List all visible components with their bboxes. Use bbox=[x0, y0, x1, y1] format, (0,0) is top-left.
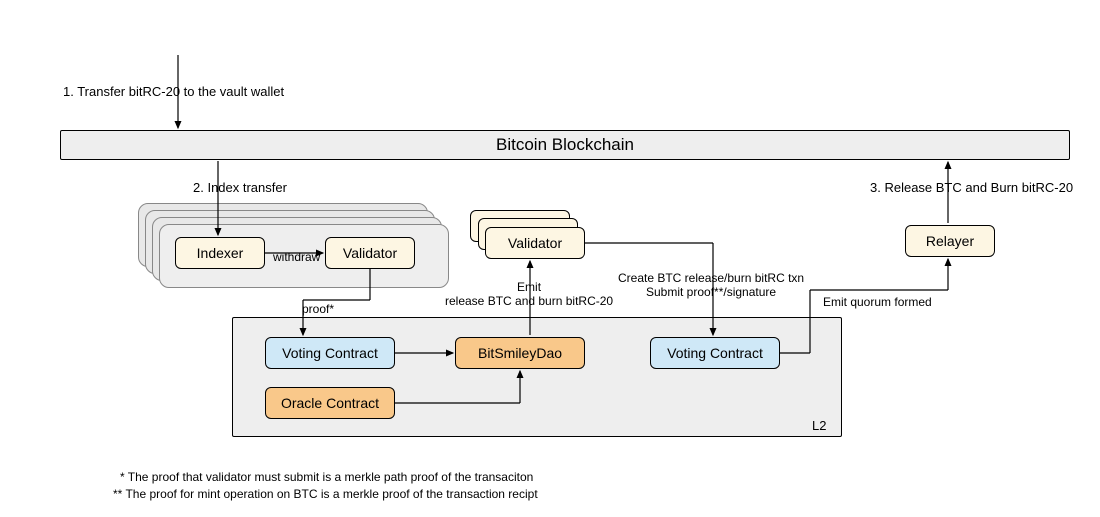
create-submit-label: Create BTC release/burn bitRC txn Submit… bbox=[618, 271, 804, 299]
voting-contract-2: Voting Contract bbox=[650, 337, 780, 369]
voting-contract-1: Voting Contract bbox=[265, 337, 395, 369]
footnote-1: * The proof that validator must submit i… bbox=[120, 470, 533, 484]
step-2-label: 2. Index transfer bbox=[193, 180, 287, 195]
relayer-node: Relayer bbox=[905, 225, 995, 257]
emit-quorum-label: Emit quorum formed bbox=[823, 295, 932, 309]
validator-node-2: Validator bbox=[485, 227, 585, 259]
step-1-label: 1. Transfer bitRC-20 to the vault wallet bbox=[63, 84, 284, 99]
l2-label: L2 bbox=[812, 418, 826, 433]
step-3-label: 3. Release BTC and Burn bitRC-20 bbox=[870, 180, 1073, 195]
footnote-2: ** The proof for mint operation on BTC i… bbox=[113, 487, 538, 501]
indexer-node: Indexer bbox=[175, 237, 265, 269]
l2-container bbox=[232, 317, 842, 437]
withdraw-label: withdraw bbox=[273, 250, 320, 264]
oracle-contract-node: Oracle Contract bbox=[265, 387, 395, 419]
proof-label: proof* bbox=[302, 302, 334, 316]
emit-release-label: Emit release BTC and burn bitRC-20 bbox=[445, 280, 613, 308]
bitcoin-blockchain-bar: Bitcoin Blockchain bbox=[60, 130, 1070, 160]
bitsmileydao-node: BitSmileyDao bbox=[455, 337, 585, 369]
validator-node-1: Validator bbox=[325, 237, 415, 269]
